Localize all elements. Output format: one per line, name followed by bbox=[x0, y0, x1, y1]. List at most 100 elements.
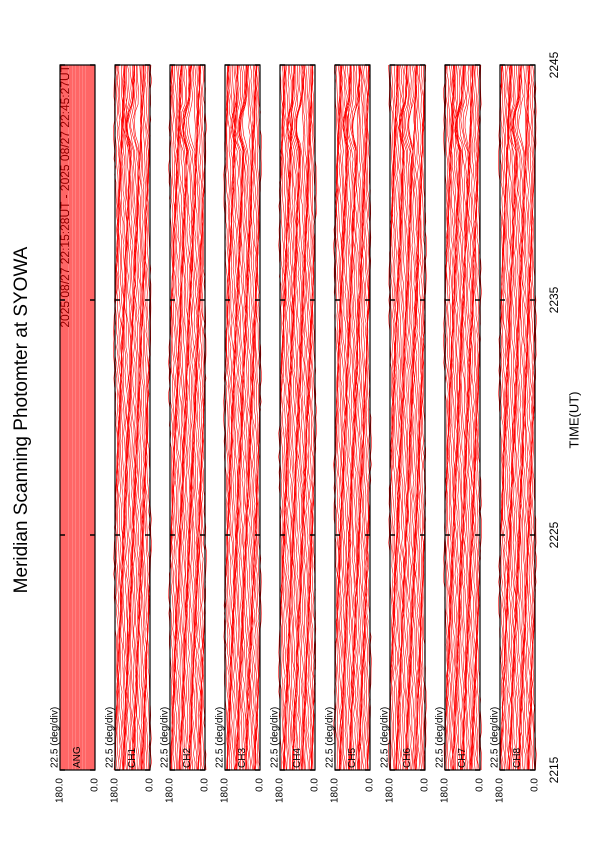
trace bbox=[513, 64, 523, 771]
trace bbox=[196, 64, 202, 771]
x-axis-label: TIME(UT) bbox=[566, 391, 581, 448]
trace bbox=[184, 64, 194, 770]
trace bbox=[337, 65, 343, 771]
scale-label: 22.5 (deg/div) bbox=[435, 707, 446, 768]
panel-frame bbox=[334, 64, 371, 771]
trace bbox=[122, 64, 128, 771]
trace bbox=[389, 64, 395, 771]
trace bbox=[413, 64, 419, 771]
trace bbox=[442, 64, 448, 771]
trace bbox=[303, 64, 309, 771]
trace bbox=[126, 64, 137, 771]
trace bbox=[356, 64, 362, 771]
y-tick-label: 180.0 bbox=[220, 778, 231, 803]
trace bbox=[511, 64, 522, 771]
trace bbox=[128, 65, 138, 771]
y-tick-label: 180.0 bbox=[275, 778, 286, 803]
trace bbox=[454, 64, 462, 771]
trace bbox=[340, 64, 346, 771]
trace bbox=[358, 64, 364, 770]
trace bbox=[252, 64, 257, 770]
trace bbox=[450, 64, 456, 771]
trace bbox=[351, 64, 359, 771]
trace bbox=[445, 64, 450, 770]
trace bbox=[457, 64, 467, 771]
panel-frame bbox=[279, 64, 316, 771]
trace bbox=[179, 65, 185, 771]
channel-label: CH4 bbox=[292, 748, 303, 768]
trace bbox=[514, 64, 524, 770]
trace bbox=[301, 64, 307, 771]
trace bbox=[230, 64, 241, 771]
trace bbox=[242, 64, 251, 771]
scale-label: 22.5 (deg/div) bbox=[50, 707, 61, 768]
trace bbox=[343, 64, 353, 771]
chart-title: Meridian Scanning Photomter at SYOWA bbox=[11, 246, 32, 593]
scale-label: 22.5 (deg/div) bbox=[215, 707, 226, 768]
trace bbox=[282, 64, 288, 771]
trace bbox=[170, 64, 176, 771]
trace bbox=[254, 64, 259, 771]
trace bbox=[473, 64, 478, 771]
trace bbox=[512, 64, 521, 771]
trace bbox=[182, 64, 191, 771]
trace bbox=[239, 64, 249, 771]
y-tick-label: 0.0 bbox=[200, 778, 211, 792]
y-tick-label: 180.0 bbox=[110, 778, 121, 803]
trace bbox=[348, 64, 356, 771]
scale-label: 22.5 (deg/div) bbox=[105, 707, 116, 768]
trace bbox=[507, 65, 513, 771]
trace bbox=[344, 64, 354, 771]
trace bbox=[399, 64, 409, 771]
trace bbox=[501, 64, 507, 771]
trace bbox=[113, 64, 119, 771]
trace bbox=[460, 64, 469, 771]
trace bbox=[197, 65, 203, 771]
y-tick-label: 180.0 bbox=[165, 778, 176, 803]
panel-frame bbox=[59, 64, 96, 771]
y-tick-label: 180.0 bbox=[330, 778, 341, 803]
trace bbox=[199, 64, 204, 771]
rotated-chart: Meridian Scanning Photomter at SYOWA 202… bbox=[11, 51, 581, 803]
trace bbox=[286, 64, 296, 771]
trace bbox=[416, 64, 422, 771]
panel-frame bbox=[389, 64, 426, 771]
y-tick-label: 0.0 bbox=[90, 778, 101, 792]
trace bbox=[526, 64, 531, 771]
trace bbox=[113, 64, 119, 771]
trace bbox=[396, 64, 402, 771]
channel-label: CH3 bbox=[237, 748, 248, 768]
trace bbox=[401, 64, 411, 771]
trace bbox=[289, 65, 295, 771]
trace bbox=[529, 64, 535, 771]
trace bbox=[126, 64, 135, 771]
trace bbox=[124, 64, 130, 771]
trace bbox=[252, 64, 258, 771]
trace bbox=[339, 64, 345, 771]
trace bbox=[470, 64, 476, 771]
trace bbox=[139, 64, 145, 771]
trace bbox=[414, 65, 420, 771]
trace bbox=[359, 64, 365, 771]
trace bbox=[387, 64, 393, 771]
trace bbox=[194, 64, 200, 771]
trace bbox=[115, 64, 121, 771]
x-tick-label: 2225 bbox=[547, 521, 561, 548]
trace bbox=[527, 65, 533, 771]
trace bbox=[178, 64, 184, 771]
channel-label: CH5 bbox=[347, 748, 358, 768]
y-tick-label: 0.0 bbox=[145, 778, 156, 792]
trace bbox=[123, 64, 129, 771]
y-tick-label: 0.0 bbox=[420, 778, 431, 792]
panel-frame bbox=[114, 64, 151, 771]
trace bbox=[238, 64, 248, 771]
trace bbox=[508, 64, 514, 771]
trace bbox=[352, 64, 360, 771]
trace bbox=[140, 64, 146, 771]
y-tick-label: 180.0 bbox=[385, 778, 396, 803]
channel-label: CH7 bbox=[457, 748, 468, 768]
channel-label: ANG bbox=[72, 746, 83, 768]
trace bbox=[281, 64, 287, 770]
trace bbox=[456, 64, 465, 771]
trace bbox=[287, 64, 293, 771]
